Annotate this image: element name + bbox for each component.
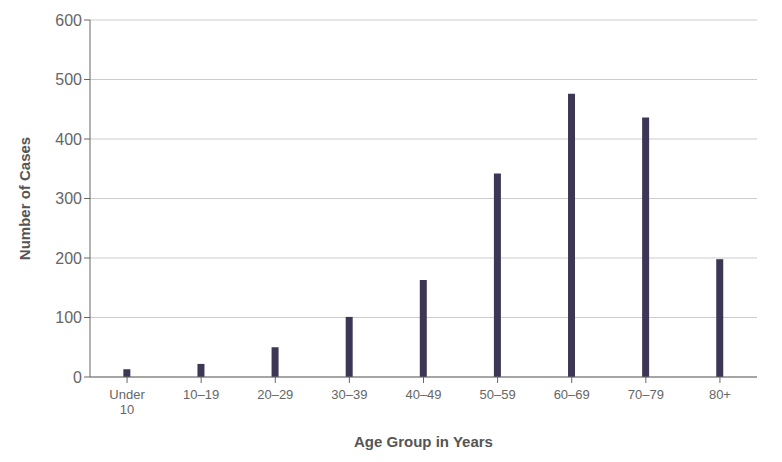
- svg-text:20–29: 20–29: [257, 387, 293, 402]
- svg-text:Under10: Under10: [109, 387, 145, 417]
- svg-text:10–19: 10–19: [183, 387, 219, 402]
- svg-text:80+: 80+: [709, 387, 731, 402]
- svg-text:30–39: 30–39: [331, 387, 367, 402]
- svg-text:50–59: 50–59: [480, 387, 516, 402]
- svg-text:100: 100: [55, 309, 82, 326]
- svg-text:60–69: 60–69: [554, 387, 590, 402]
- svg-text:300: 300: [55, 190, 82, 207]
- svg-text:500: 500: [55, 71, 82, 88]
- svg-text:200: 200: [55, 250, 82, 267]
- svg-text:Age Group in Years: Age Group in Years: [354, 433, 493, 450]
- svg-text:400: 400: [55, 131, 82, 148]
- svg-text:0: 0: [73, 369, 82, 386]
- svg-text:70–79: 70–79: [628, 387, 664, 402]
- svg-text:40–49: 40–49: [405, 387, 441, 402]
- svg-text:Number of Cases: Number of Cases: [16, 137, 33, 260]
- svg-text:600: 600: [55, 12, 82, 29]
